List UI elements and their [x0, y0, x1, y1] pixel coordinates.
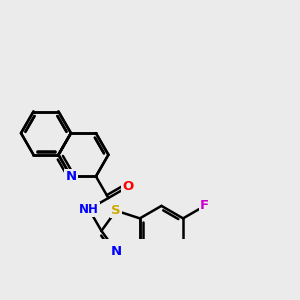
Text: F: F: [200, 200, 209, 212]
Text: N: N: [65, 170, 76, 183]
Text: S: S: [111, 204, 121, 217]
Text: NH: NH: [79, 203, 99, 216]
Text: N: N: [110, 244, 122, 258]
Text: O: O: [122, 180, 134, 193]
